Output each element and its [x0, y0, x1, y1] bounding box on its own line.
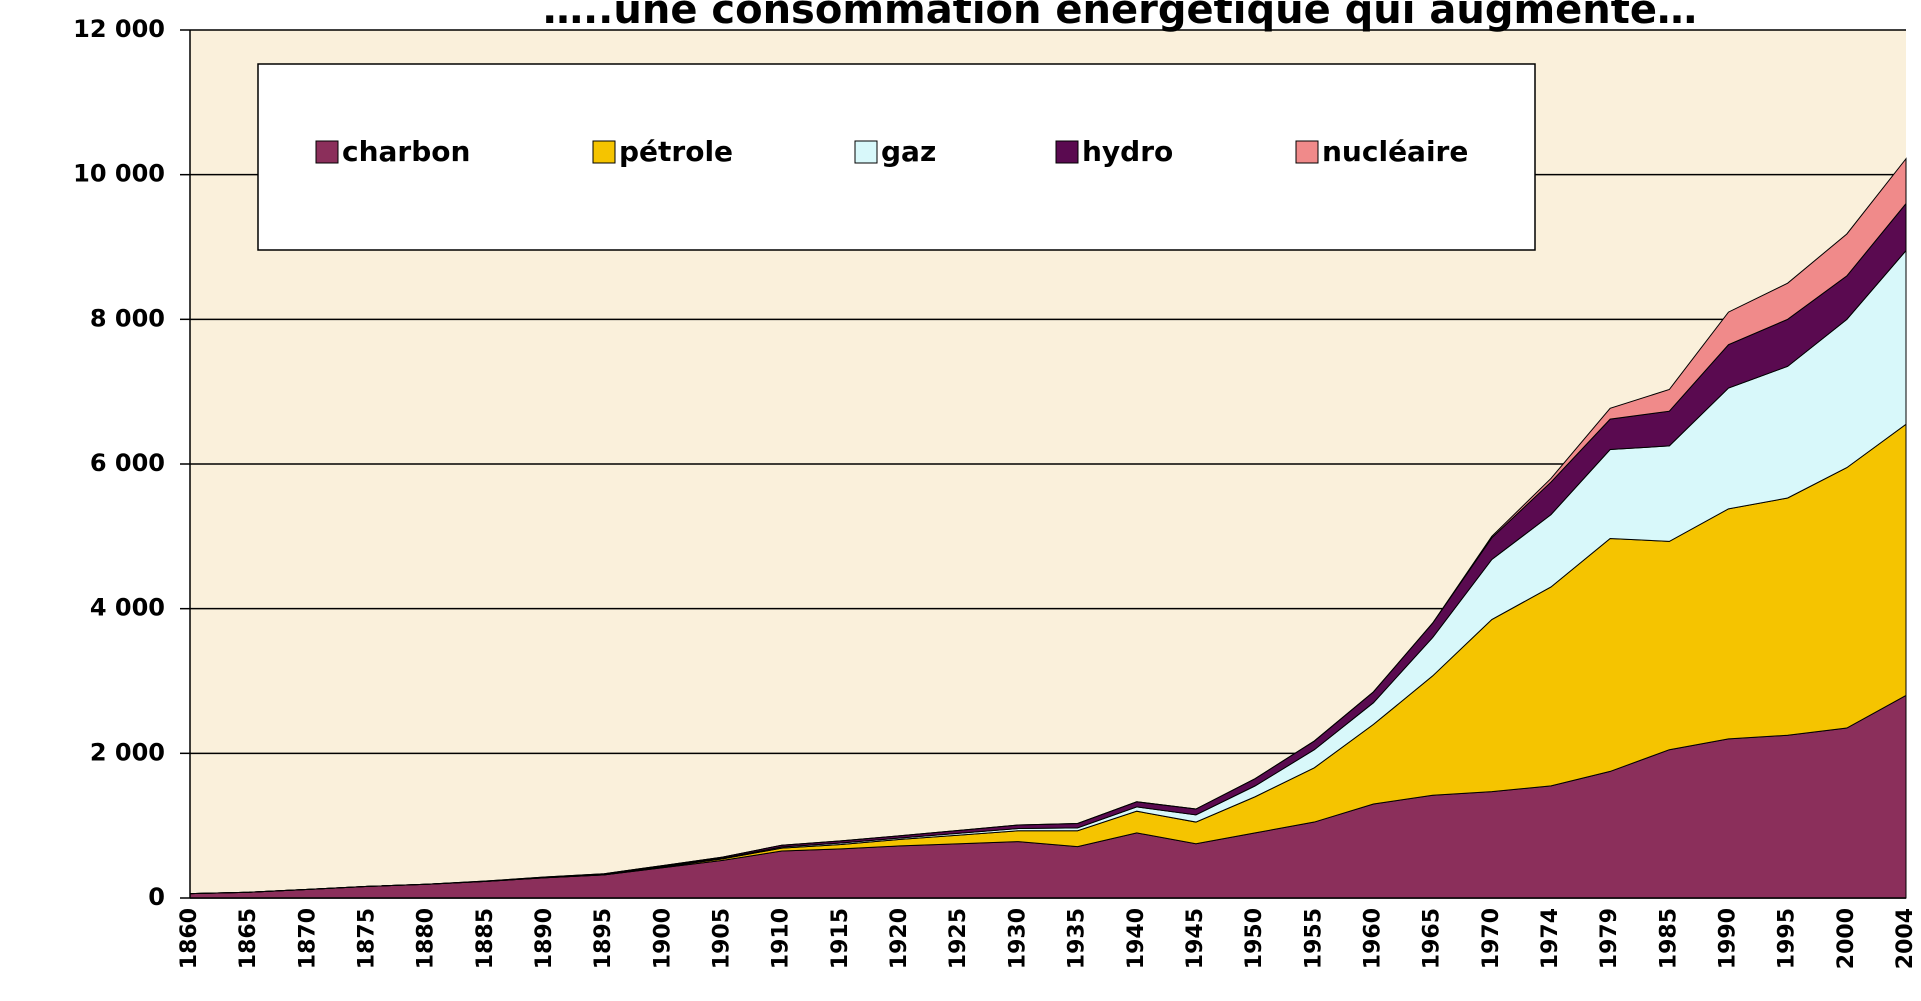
y-tick-label: 2 000: [90, 738, 165, 766]
legend-label: gaz: [881, 135, 936, 168]
x-tick-label: 1920: [887, 908, 912, 969]
x-tick-label: 1930: [1005, 908, 1030, 969]
x-tick-label: 1974: [1538, 908, 1563, 969]
legend-label: hydro: [1082, 135, 1173, 168]
x-tick-label: 1925: [946, 908, 971, 969]
x-tick-label: 2000: [1834, 908, 1859, 969]
legend-swatch: [1296, 141, 1318, 163]
x-tick-label: 1870: [295, 908, 320, 969]
legend-swatch: [1056, 141, 1078, 163]
x-tick-label: 1885: [473, 908, 498, 969]
chart: charbon pétrole gaz hydro nucléaire …..une c…: [0, 0, 1921, 1001]
x-tick-label: 1940: [1124, 908, 1149, 969]
x-tick-label: 1970: [1479, 908, 1504, 969]
x-tick-label: 1945: [1183, 908, 1208, 969]
legend-swatch: [855, 141, 877, 163]
x-tick-label: 1875: [355, 908, 380, 969]
x-tick-label: 1915: [828, 908, 853, 969]
x-tick-label: 1905: [710, 908, 735, 969]
x-tick-label: 1860: [177, 908, 202, 969]
chart-title: …..une consommation énergétique qui augm…: [543, 0, 1697, 33]
x-tick-label: 1950: [1242, 908, 1267, 969]
x-tick-label: 1910: [769, 908, 794, 969]
x-tick-label: 1960: [1360, 908, 1385, 969]
y-tick-label: 6 000: [90, 449, 165, 477]
legend-label: pétrole: [619, 135, 733, 168]
y-tick-label: 8 000: [90, 304, 165, 332]
x-tick-label: 1985: [1656, 908, 1681, 969]
y-tick-label: 4 000: [90, 594, 165, 622]
x-tick-label: 1935: [1065, 908, 1090, 969]
legend-label: nucléaire: [1322, 135, 1468, 168]
x-tick-label: 1990: [1715, 908, 1740, 969]
x-tick-label: 1965: [1420, 908, 1445, 969]
x-tick-label: 1955: [1301, 908, 1326, 969]
x-tick-label: 1890: [532, 908, 557, 969]
x-tick-label: 1895: [591, 908, 616, 969]
x-tick-label: 1900: [650, 908, 675, 969]
x-tick-label: 1880: [414, 908, 439, 969]
y-tick-label: 0: [148, 883, 165, 911]
y-tick-label: 12 000: [73, 15, 165, 43]
legend-swatch: [593, 141, 615, 163]
x-tick-label: 2004: [1893, 908, 1918, 969]
legend-label: charbon: [342, 135, 470, 168]
x-tick-label: 1995: [1775, 908, 1800, 969]
x-tick-label: 1865: [236, 908, 261, 969]
y-tick-label: 10 000: [73, 160, 165, 188]
x-tick-label: 1979: [1597, 908, 1622, 969]
legend-swatch: [316, 141, 338, 163]
